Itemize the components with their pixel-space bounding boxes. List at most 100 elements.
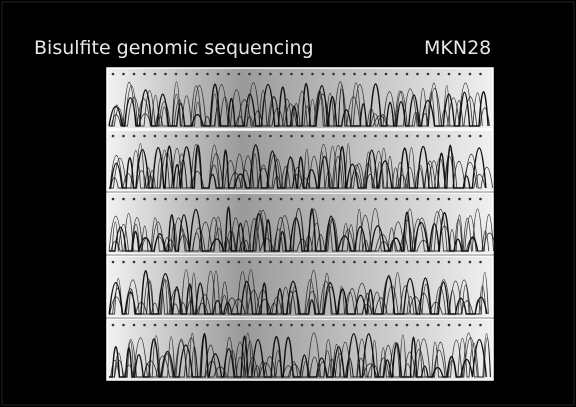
base-mark	[322, 73, 325, 76]
base-mark	[290, 73, 293, 76]
base-mark	[259, 324, 262, 327]
base-mark	[143, 73, 146, 76]
base-mark	[122, 135, 125, 138]
base-mark	[248, 73, 251, 76]
base-mark	[437, 135, 440, 138]
base-mark	[143, 135, 146, 138]
base-mark	[374, 73, 377, 76]
base-mark	[332, 324, 335, 327]
base-mark	[364, 324, 367, 327]
base-mark	[154, 261, 157, 264]
base-mark	[248, 135, 251, 138]
base-mark	[143, 324, 146, 327]
base-mark	[238, 135, 241, 138]
base-mark	[322, 198, 325, 201]
base-mark	[112, 73, 115, 76]
base-mark	[364, 261, 367, 264]
base-mark	[395, 198, 398, 201]
base-mark	[479, 135, 482, 138]
base-mark	[143, 261, 146, 264]
base-mark	[248, 198, 251, 201]
base-mark	[416, 135, 419, 138]
base-mark	[343, 324, 346, 327]
base-mark	[196, 135, 199, 138]
base-mark	[364, 135, 367, 138]
base-mark	[227, 261, 230, 264]
base-mark	[448, 73, 451, 76]
base-mark	[301, 135, 304, 138]
base-mark	[479, 198, 482, 201]
base-mark	[185, 324, 188, 327]
base-mark	[427, 198, 430, 201]
base-mark	[395, 135, 398, 138]
base-mark	[133, 261, 136, 264]
base-mark	[322, 261, 325, 264]
base-mark	[269, 198, 272, 201]
base-mark	[332, 135, 335, 138]
base-mark	[448, 135, 451, 138]
base-mark	[458, 73, 461, 76]
base-mark	[248, 261, 251, 264]
base-mark	[206, 261, 209, 264]
base-mark	[154, 135, 157, 138]
base-mark	[437, 324, 440, 327]
base-mark	[469, 198, 472, 201]
base-mark	[133, 324, 136, 327]
base-mark	[259, 73, 262, 76]
base-mark	[164, 135, 167, 138]
base-mark	[385, 135, 388, 138]
base-mark	[343, 261, 346, 264]
base-mark	[259, 135, 262, 138]
base-mark	[290, 261, 293, 264]
base-mark	[469, 261, 472, 264]
base-mark	[217, 135, 220, 138]
base-mark	[227, 324, 230, 327]
base-mark	[217, 261, 220, 264]
chromatogram-panels	[107, 68, 496, 380]
base-mark	[133, 198, 136, 201]
base-mark	[332, 198, 335, 201]
base-mark	[269, 324, 272, 327]
base-mark	[416, 324, 419, 327]
base-mark	[122, 324, 125, 327]
base-mark	[469, 324, 472, 327]
base-mark	[154, 73, 157, 76]
base-mark	[248, 324, 251, 327]
base-mark	[175, 324, 178, 327]
base-mark	[364, 73, 367, 76]
base-mark	[301, 324, 304, 327]
base-mark	[175, 198, 178, 201]
base-mark	[458, 324, 461, 327]
base-mark	[175, 261, 178, 264]
base-mark	[448, 261, 451, 264]
base-mark	[385, 198, 388, 201]
base-mark	[196, 73, 199, 76]
base-mark	[301, 198, 304, 201]
base-mark	[112, 261, 115, 264]
base-mark	[469, 135, 472, 138]
base-mark	[437, 261, 440, 264]
base-mark	[374, 198, 377, 201]
base-mark	[238, 324, 241, 327]
base-mark	[196, 198, 199, 201]
base-mark	[437, 73, 440, 76]
base-mark	[353, 198, 356, 201]
base-mark	[280, 73, 283, 76]
base-mark	[479, 73, 482, 76]
base-mark	[122, 261, 125, 264]
base-mark	[311, 73, 314, 76]
base-mark	[227, 198, 230, 201]
base-mark	[185, 261, 188, 264]
base-mark	[143, 198, 146, 201]
base-mark	[458, 261, 461, 264]
base-mark	[269, 73, 272, 76]
base-mark	[385, 73, 388, 76]
base-mark	[112, 324, 115, 327]
base-mark	[385, 261, 388, 264]
base-mark	[458, 198, 461, 201]
base-mark	[259, 198, 262, 201]
base-mark	[395, 324, 398, 327]
base-mark	[122, 73, 125, 76]
base-mark	[280, 198, 283, 201]
base-mark	[196, 261, 199, 264]
